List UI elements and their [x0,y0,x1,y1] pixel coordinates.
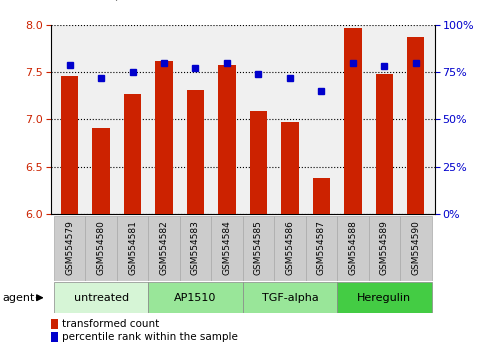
Bar [337,282,431,313]
Text: GSM554583: GSM554583 [191,220,200,275]
Text: GSM554584: GSM554584 [223,220,231,275]
Text: GSM554587: GSM554587 [317,220,326,275]
Text: agent: agent [2,293,35,303]
Bar [148,282,243,313]
Bar [148,216,180,281]
Text: GSM554590: GSM554590 [412,220,420,275]
Bar [92,128,110,214]
Text: GSM554585: GSM554585 [254,220,263,275]
Bar [243,282,337,313]
Bar [211,216,243,281]
Bar [54,282,148,313]
Bar [369,216,400,281]
Bar [243,216,274,281]
Bar [250,111,267,214]
Text: GSM554582: GSM554582 [159,220,169,275]
Text: GSM554579: GSM554579 [65,220,74,275]
Bar [344,28,361,214]
Bar [61,76,78,214]
Bar [117,216,148,281]
Bar [274,216,306,281]
Bar [180,216,211,281]
Bar [400,216,431,281]
Text: GSM554586: GSM554586 [285,220,295,275]
Bar [376,74,393,214]
Text: untreated: untreated [73,293,128,303]
Bar [306,216,337,281]
Bar [337,216,369,281]
Text: transformed count: transformed count [62,319,159,329]
Text: Heregulin: Heregulin [357,293,412,303]
Bar [407,37,425,214]
Bar [85,216,117,281]
Text: GSM554580: GSM554580 [97,220,106,275]
Text: TGF-alpha: TGF-alpha [261,293,318,303]
Bar [218,65,236,214]
Bar [156,61,173,214]
Text: GSM554588: GSM554588 [348,220,357,275]
Bar [313,178,330,214]
Text: percentile rank within the sample: percentile rank within the sample [62,332,238,342]
Bar [54,216,85,281]
Text: GDS4361 / 7896337: GDS4361 / 7896337 [46,0,186,2]
Text: GSM554581: GSM554581 [128,220,137,275]
Bar [124,94,141,214]
Text: AP1510: AP1510 [174,293,217,303]
Bar [281,122,298,214]
Text: GSM554589: GSM554589 [380,220,389,275]
Bar [187,90,204,214]
